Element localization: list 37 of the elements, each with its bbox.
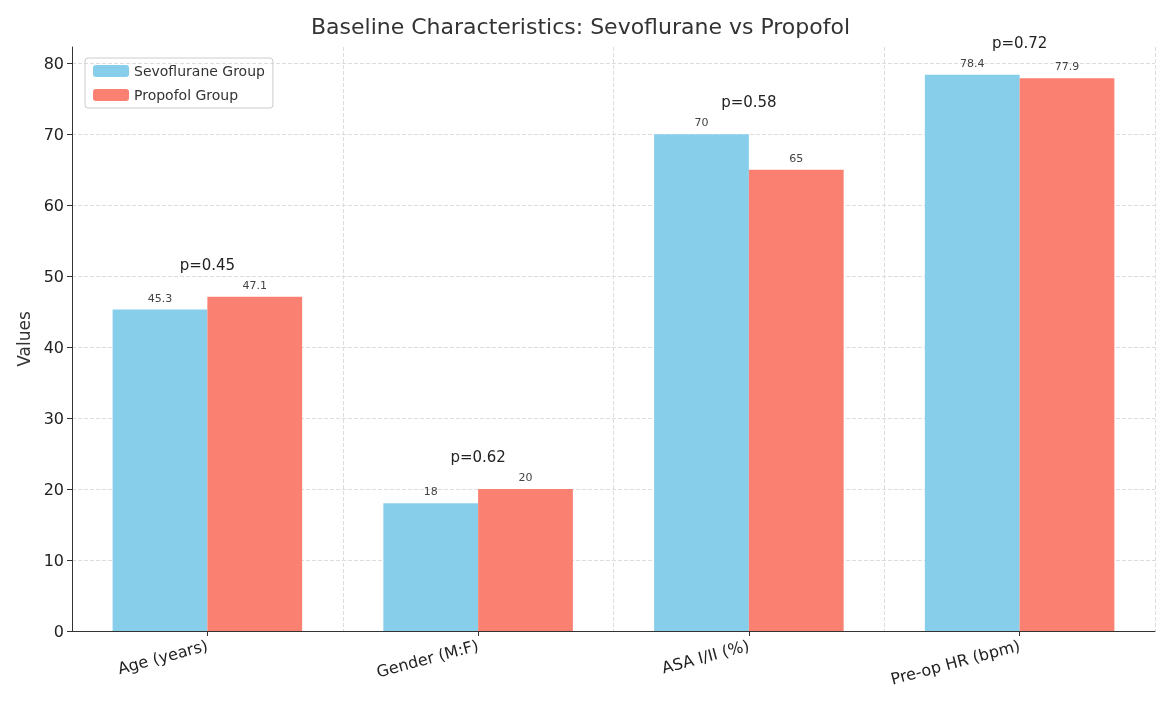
data-label: 47.1 [242,278,268,292]
data-label: 45.3 [147,291,173,305]
annotation: p=0.45 [179,255,236,274]
bar [654,134,749,631]
data-label: 18 [423,485,438,499]
y-tick-label: 80 [43,53,64,73]
bar [748,169,844,631]
bar [112,309,208,631]
annotation: p=0.58 [721,93,777,112]
legend-label: Propofol Group [134,87,239,103]
y-tick-label: 30 [43,408,64,428]
data-label: 20 [518,471,533,485]
annotation: p=0.62 [450,448,506,467]
y-tick-label: 10 [43,550,64,570]
y-tick-label: 50 [43,266,64,286]
annotation: p=0.72 [991,33,1048,52]
bar [1019,78,1115,631]
x-tick-label: Age (years) [115,635,210,679]
y-tick-label: 70 [43,124,64,144]
data-label: 77.9 [1054,60,1080,74]
bar [924,74,1020,631]
chart-title: Baseline Characteristics: Sevoflurane vs Propofol [310,13,851,39]
y-axis-title: Values [13,311,34,367]
bar [207,296,303,631]
bar [478,489,573,631]
y-tick-label: 60 [43,195,64,215]
data-label: 78.4 [959,56,985,70]
data-label: 65 [789,151,804,165]
y-tick-label: 0 [53,621,64,641]
data-label: 70 [694,116,709,130]
x-tick-label: Pre-op HR (bpm) [888,635,1023,689]
x-tick-label: Gender (M:F) [374,635,481,682]
x-tick-label: ASA I/II (%) [659,635,752,678]
legend-label: Sevoflurane Group [134,63,266,79]
y-tick-label: 40 [43,337,64,357]
bar [383,503,479,631]
y-tick-label: 20 [43,479,64,499]
